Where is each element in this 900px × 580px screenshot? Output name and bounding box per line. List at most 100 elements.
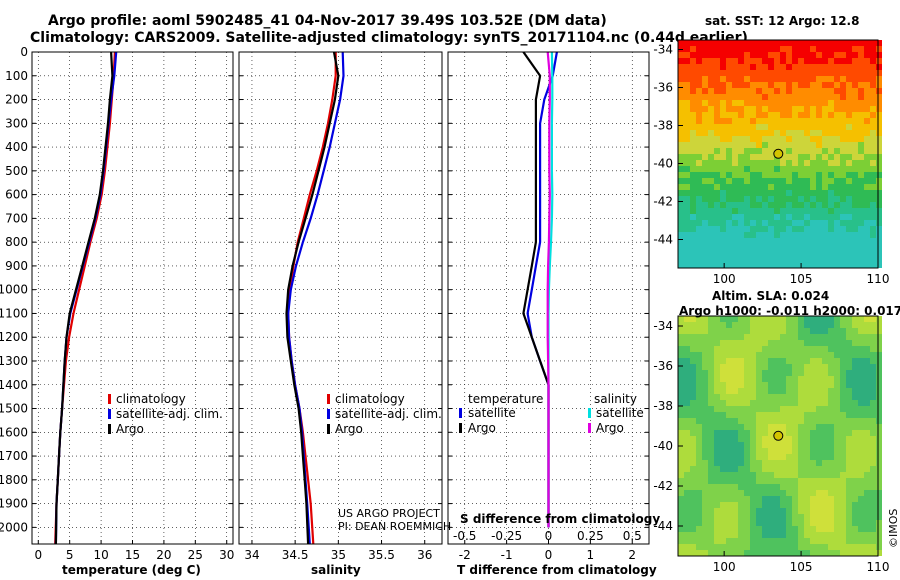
map-y-tick-label: -38 xyxy=(653,399,673,413)
series-line-salinity-argo xyxy=(546,51,551,528)
map-y-tick-label: -40 xyxy=(653,157,673,171)
s-x-tick-label: 0.25 xyxy=(577,529,604,543)
temperature-legend-label: climatology xyxy=(116,392,186,406)
salinity-legend-label: climatology xyxy=(335,392,405,406)
diff-legend-swatch xyxy=(588,423,591,433)
map-y-tick-label: -44 xyxy=(653,233,673,247)
x-tick-label: 34 xyxy=(244,548,259,562)
pressure-tick-label: 200 xyxy=(5,93,28,107)
profile-location-marker xyxy=(773,430,784,441)
page-subtitle: Climatology: CARS2009. Satellite-adjuste… xyxy=(30,30,748,46)
pi-credit: PI: DEAN ROEMMICH xyxy=(338,520,452,533)
page-title: Argo profile: aoml 5902485_41 04-Nov-201… xyxy=(48,13,607,29)
map-sst_map xyxy=(678,40,882,268)
pressure-tick-label: 1300 xyxy=(0,354,28,368)
map-y-tick-label: -34 xyxy=(653,319,673,333)
map-y-tick-label: -44 xyxy=(653,519,673,533)
temperature-legend-label: Argo xyxy=(116,422,144,436)
x-tick-label: 25 xyxy=(188,548,203,562)
s-difference-axis-label: S difference from climatology xyxy=(460,512,661,526)
salinity-legend-swatch xyxy=(327,424,330,434)
pressure-tick-label: 800 xyxy=(5,235,28,249)
diff-legend-title-salinity: salinity xyxy=(594,392,637,406)
map-y-tick-label: -42 xyxy=(653,479,673,493)
pressure-tick-label: 1100 xyxy=(0,306,28,320)
map-frame-sla_map xyxy=(677,315,879,557)
x-tick-label: 20 xyxy=(156,548,171,562)
x-tick-label: 5 xyxy=(66,548,74,562)
s-x-tick-label: 0 xyxy=(545,529,553,543)
temperature-legend-swatch xyxy=(108,424,111,434)
t-difference-axis-label: T difference from climatology xyxy=(457,563,657,577)
pressure-tick-label: 1600 xyxy=(0,425,28,439)
map-x-tick-label: 105 xyxy=(790,560,813,574)
plot-area-temperature xyxy=(32,52,233,544)
x-tick-label: 10 xyxy=(93,548,108,562)
temperature-legend-swatch xyxy=(108,409,111,419)
diff-legend-swatch xyxy=(459,423,462,433)
series-line-argo xyxy=(285,51,340,545)
pressure-tick-label: 1900 xyxy=(0,497,28,511)
pressure-tick-label: 1400 xyxy=(0,378,28,392)
pressure-tick-label: 1800 xyxy=(0,473,28,487)
map-y-tick-label: -34 xyxy=(653,43,673,57)
x-tick-label: 0 xyxy=(34,548,42,562)
map-x-tick-label: 100 xyxy=(713,272,736,286)
salinity-legend-swatch xyxy=(327,394,330,404)
series-line-argo xyxy=(54,51,114,545)
salinity-legend-swatch xyxy=(327,409,330,419)
s-x-tick-label: -0.25 xyxy=(491,529,522,543)
diff-legend-label: Argo xyxy=(468,421,496,435)
pressure-tick-label: 0 xyxy=(20,45,28,59)
x-tick-label: 0 xyxy=(545,548,553,562)
profile-location-marker xyxy=(773,148,784,159)
x-tick-label: 36 xyxy=(417,548,432,562)
x-tick-label: 35 xyxy=(331,548,346,562)
map-y-tick-label: -40 xyxy=(653,439,673,453)
pressure-tick-label: 1200 xyxy=(0,330,28,344)
temperature-legend-label: satellite-adj. clim. xyxy=(116,407,223,421)
salinity-axis-label: salinity xyxy=(311,563,361,577)
map-x-tick-label: 110 xyxy=(867,272,890,286)
plot-frame-temperature xyxy=(31,51,234,545)
map-y-tick-label: -38 xyxy=(653,119,673,133)
x-tick-label: 1 xyxy=(587,548,595,562)
imos-credit: ©IMOS 13-Dec-2018 03:36:16 xyxy=(887,508,900,548)
diff-legend-swatch xyxy=(459,408,462,418)
x-tick-label: 2 xyxy=(628,548,636,562)
s-x-tick-label: 0.5 xyxy=(623,529,642,543)
diff-legend-label: Argo xyxy=(596,421,624,435)
x-tick-label: -2 xyxy=(459,548,471,562)
pressure-tick-label: 300 xyxy=(5,116,28,130)
pressure-tick-label: 400 xyxy=(5,140,28,154)
map-x-tick-label: 105 xyxy=(790,272,813,286)
temperature-legend-swatch xyxy=(108,394,111,404)
pressure-tick-label: 1500 xyxy=(0,402,28,416)
sla-map-subtitle: Argo h1000: -0.011 h2000: 0.017 xyxy=(679,304,900,318)
pressure-tick-label: 600 xyxy=(5,188,28,202)
s-x-tick-label: -0.5 xyxy=(453,529,476,543)
sst-map-title: sat. SST: 12 Argo: 12.8 xyxy=(705,14,860,28)
x-tick-label: 34.5 xyxy=(282,548,309,562)
diff-legend-swatch xyxy=(588,408,591,418)
project-credit: US ARGO PROJECT xyxy=(338,507,440,520)
diff-legend-title-temperature: temperature xyxy=(468,392,543,406)
pressure-tick-label: 2000 xyxy=(0,520,28,534)
map-frame-sst_map xyxy=(677,39,879,269)
pressure-tick-label: 1700 xyxy=(0,449,28,463)
map-x-tick-label: 110 xyxy=(867,560,890,574)
map-y-tick-label: -36 xyxy=(653,81,673,95)
pressure-tick-label: 500 xyxy=(5,164,28,178)
pressure-tick-label: 100 xyxy=(5,69,28,83)
x-tick-label: 35.5 xyxy=(368,548,395,562)
pressure-tick-label: 900 xyxy=(5,259,28,273)
plot-area-salinity xyxy=(239,52,442,544)
map-y-tick-label: -36 xyxy=(653,359,673,373)
plot-frame-salinity xyxy=(238,51,443,545)
sla-map-title: Altim. SLA: 0.024 xyxy=(712,289,830,303)
temperature-axis-label: temperature (deg C) xyxy=(62,563,201,577)
plot-frame-difference xyxy=(447,51,650,545)
x-tick-label: -1 xyxy=(501,548,513,562)
pressure-tick-label: 1000 xyxy=(0,283,28,297)
